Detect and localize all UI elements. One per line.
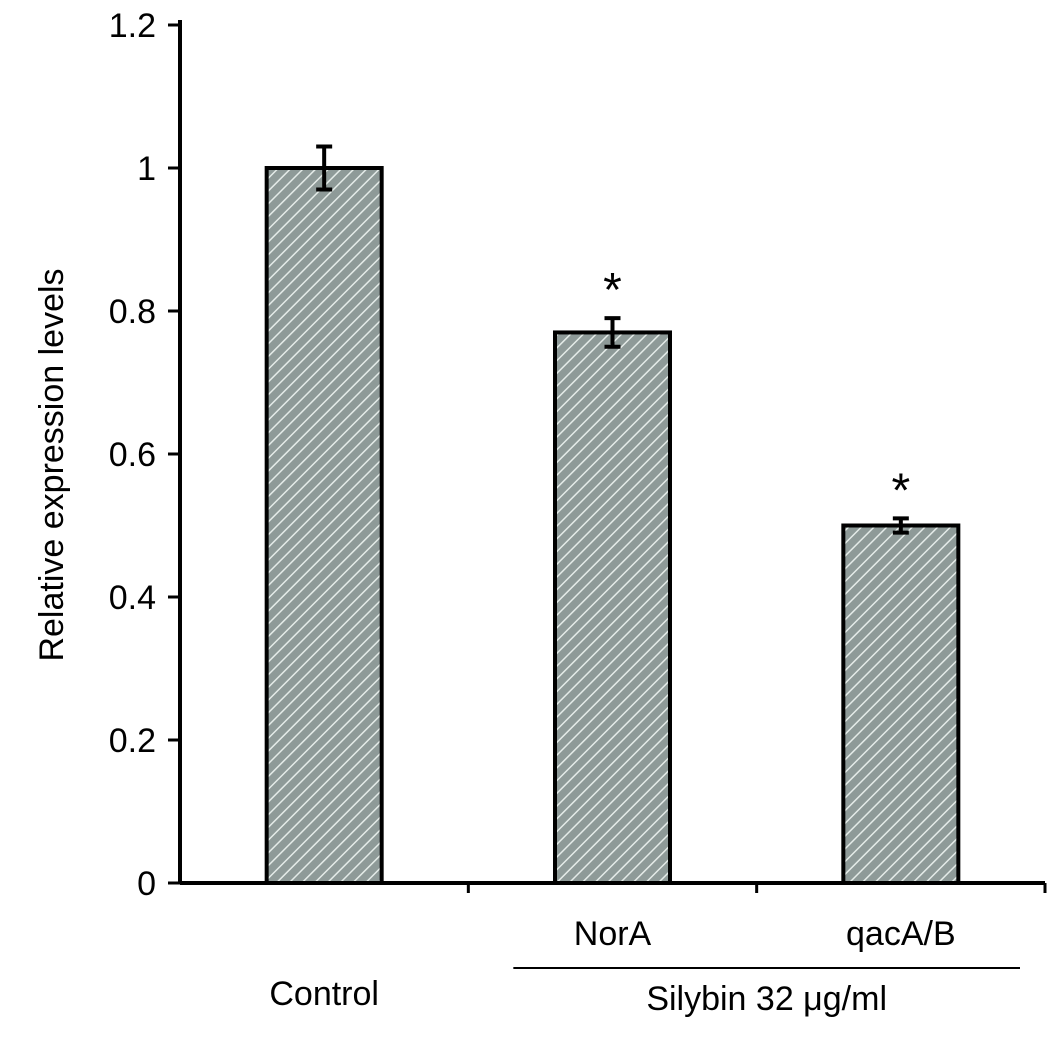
group-label: Silybin 32 μg/ml (646, 980, 887, 1018)
y-tick-label: 0 (137, 865, 156, 903)
significance-marker: * (891, 464, 910, 517)
category-labels: Control NorA qacA/B Silybin 32 μg/ml (269, 915, 1020, 1018)
y-tick-label: 0.2 (109, 722, 156, 760)
y-tick-label: 1 (137, 150, 156, 188)
axes (178, 20, 1047, 893)
y-tick-label: 0.6 (109, 436, 156, 474)
bar (841, 523, 961, 885)
bar (264, 166, 384, 885)
y-tick-label: 1.2 (109, 7, 156, 45)
y-axis-label: Relative expression levels (33, 268, 71, 661)
x-category-label: NorA (574, 915, 652, 953)
bar (553, 330, 672, 885)
x-category-label: Control (269, 975, 379, 1013)
y-axis-ticks: 0 0.2 0.4 0.6 0.8 1 1.2 (109, 7, 180, 903)
significance-marker: * (603, 264, 622, 317)
bars: ** (264, 144, 961, 885)
y-tick-label: 0.8 (109, 293, 156, 331)
x-category-label: qacA/B (846, 915, 956, 953)
y-tick-label: 0.4 (109, 579, 156, 617)
